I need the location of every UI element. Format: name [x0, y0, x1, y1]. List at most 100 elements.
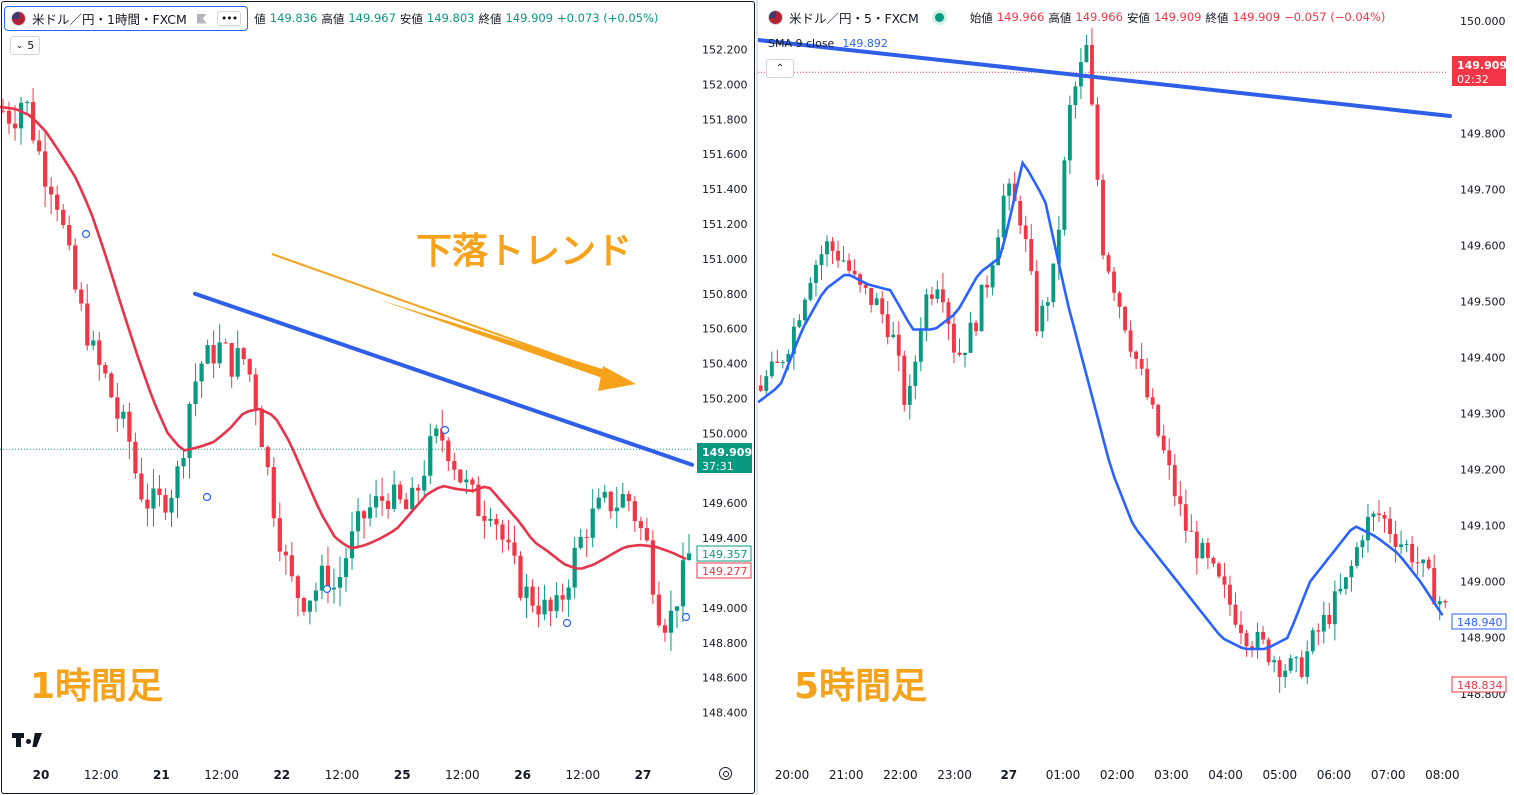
candle-body — [1371, 513, 1376, 517]
trend-arrow-shaft — [380, 300, 612, 380]
left-close-value: 149.909 — [505, 10, 554, 25]
candle-body — [1321, 614, 1326, 632]
right-symbol-box[interactable]: 米ドル／円・5・FXCM — [762, 6, 950, 29]
candle-body — [1178, 496, 1183, 505]
green-price-tag-bg — [696, 545, 752, 562]
candle-body — [1167, 450, 1172, 466]
candle-body — [1101, 179, 1105, 256]
candle-body — [1134, 351, 1139, 360]
candle-body — [584, 536, 589, 538]
candle-body — [1128, 330, 1133, 352]
y-tick-label: 152.200 — [702, 43, 748, 56]
candle-body — [825, 241, 829, 255]
candle-body — [758, 385, 763, 391]
candle-body — [869, 287, 874, 305]
candle-body — [590, 508, 595, 538]
candle-body — [476, 484, 481, 516]
candle-body — [891, 334, 896, 338]
chevron-down-icon: ⌄ — [15, 40, 24, 51]
candle-body — [488, 518, 493, 521]
candle-body — [957, 352, 962, 355]
candle-body — [355, 511, 361, 532]
left-close-label: 終値 — [478, 11, 502, 26]
candle-body — [1239, 624, 1243, 634]
marker-dot — [440, 425, 450, 435]
candle-body — [349, 531, 355, 559]
candle-body — [1377, 513, 1381, 516]
right-chart-panel[interactable]: 150.000149.900149.800149.700149.600149.5… — [758, 0, 1514, 795]
candle-body — [880, 298, 885, 315]
marker-dot — [322, 584, 332, 594]
marker-dot — [202, 492, 212, 502]
left-symbol-box[interactable]: 米ドル／円・1時間・FXCM ••• — [4, 6, 249, 31]
candle-body — [1399, 544, 1404, 548]
candle-body — [1007, 183, 1012, 196]
panel-divider[interactable] — [756, 0, 758, 795]
x-tick-label: 21:00 — [829, 768, 864, 782]
y-tick-label: 148.900 — [1460, 632, 1506, 645]
right-chart-canvas[interactable]: 150.000149.900149.800149.700149.600149.5… — [758, 0, 1514, 795]
y-tick-label: 150.400 — [702, 358, 748, 371]
candle-body — [289, 555, 294, 577]
left-legend: 米ドル／円・1時間・FXCM ••• 値 149.836 高値 149.967 … — [4, 6, 658, 31]
candle-body — [1233, 604, 1238, 625]
candle-body — [814, 265, 818, 283]
settings-gear-icon[interactable] — [719, 767, 732, 780]
candle-body — [1222, 576, 1227, 585]
collapse-indicators-button[interactable]: ⌃ — [766, 59, 794, 78]
left-high-value: 149.967 — [348, 10, 396, 25]
candle-body — [0, 110, 6, 112]
candle-body — [1294, 657, 1299, 659]
candle-body — [1288, 658, 1293, 671]
left-chart-panel[interactable]: 152.200 152.000 151.800 151.600 151.400 151.2… — [0, 0, 756, 795]
y-tick-label: 150.800 — [702, 288, 748, 301]
candle-body — [518, 555, 523, 598]
candle-body — [1051, 263, 1056, 303]
candle-body — [907, 385, 912, 405]
y-tick-label: 149.800 — [1460, 127, 1506, 140]
candle-body — [668, 610, 674, 633]
candle-body — [73, 245, 78, 290]
candle-body — [626, 494, 631, 502]
candle-body — [1029, 239, 1034, 272]
candle-body — [1228, 584, 1232, 605]
x-tick-label: 12:00 — [445, 768, 480, 782]
left-symbol-label: 米ドル／円・1時間・FXCM — [32, 12, 187, 27]
x-tick-label: 22 — [273, 768, 290, 782]
candle-body — [990, 265, 995, 288]
right-close-label: 終値 — [1205, 10, 1229, 25]
us-flag-icon — [768, 10, 783, 25]
candle-body — [924, 294, 929, 331]
candle-body — [331, 587, 337, 590]
tradingview-logo-icon[interactable] — [12, 733, 42, 747]
candle-body — [632, 501, 637, 522]
y-tick-label: 151.200 — [702, 218, 748, 231]
sma-legend[interactable]: SMA 9 close 149.892 — [768, 37, 888, 50]
candle-body — [271, 467, 276, 519]
x-tick-label: 27 — [1000, 768, 1017, 782]
candle-body — [1067, 104, 1072, 161]
candle-body — [1073, 86, 1078, 105]
candle-body — [1106, 255, 1111, 272]
candle-body — [313, 590, 319, 601]
candle-body — [30, 101, 36, 141]
candle-body — [6, 110, 12, 124]
candle-body — [1211, 557, 1216, 564]
candle-body — [43, 151, 48, 187]
candle-body — [325, 565, 331, 590]
green-price-tag: 149.357 — [702, 548, 748, 561]
candle-body — [1432, 567, 1437, 605]
left-change-value: +0.073 (+0.05%) — [557, 10, 659, 25]
candle-body — [440, 428, 445, 441]
candle-body — [836, 250, 840, 261]
y-tick-label: 149.600 — [1460, 239, 1506, 252]
x-tick-label: 20:00 — [775, 768, 810, 782]
collapse-indicators-button[interactable]: ⌄ 5 — [10, 36, 40, 55]
candle-body — [896, 334, 901, 356]
more-options-icon[interactable]: ••• — [216, 11, 242, 26]
bookmark-icon[interactable] — [196, 13, 207, 24]
candle-body — [193, 381, 198, 404]
candle-body — [175, 466, 180, 498]
candle-body — [398, 484, 403, 500]
left-chart-canvas[interactable]: 152.200 152.000 151.800 151.600 151.400 151.2… — [0, 0, 756, 795]
